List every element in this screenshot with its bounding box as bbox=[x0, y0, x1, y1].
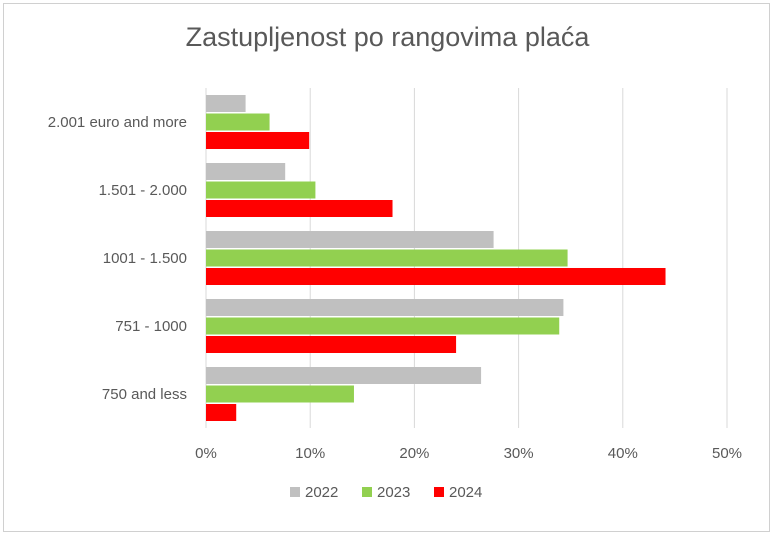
bar-2023 bbox=[206, 181, 316, 199]
tick-label: 30% bbox=[504, 445, 534, 462]
chart-frame bbox=[3, 3, 770, 532]
bar-2024 bbox=[206, 336, 457, 353]
legend-swatch bbox=[362, 487, 372, 497]
legend-label: 2022 bbox=[305, 484, 338, 501]
legend-swatch bbox=[434, 487, 444, 497]
bar-2024 bbox=[206, 132, 310, 149]
category-label: 751 - 1000 bbox=[115, 318, 187, 335]
tick-label: 0% bbox=[195, 445, 217, 462]
bar-2023 bbox=[206, 385, 354, 403]
category-label: 1.501 - 2.000 bbox=[99, 182, 187, 199]
bar-2024 bbox=[206, 268, 666, 285]
bar-2023 bbox=[206, 113, 270, 131]
category-label: 1001 - 1.500 bbox=[103, 250, 187, 267]
bar-2023 bbox=[206, 249, 568, 267]
bar-2022 bbox=[206, 163, 286, 180]
legend-label: 2023 bbox=[377, 484, 410, 501]
tick-label: 20% bbox=[399, 445, 429, 462]
tick-label: 10% bbox=[295, 445, 325, 462]
bar-2023 bbox=[206, 317, 560, 335]
bar-2022 bbox=[206, 299, 564, 316]
tick-label: 40% bbox=[608, 445, 638, 462]
bar-2022 bbox=[206, 95, 246, 112]
tick-label: 50% bbox=[712, 445, 742, 462]
category-label: 750 and less bbox=[102, 386, 187, 403]
legend-label: 2024 bbox=[449, 484, 482, 501]
bar-2024 bbox=[206, 404, 237, 421]
category-label: 2.001 euro and more bbox=[48, 114, 187, 131]
chart-title: Zastupljenost po rangovima plaća bbox=[185, 22, 590, 52]
bar-2022 bbox=[206, 367, 482, 384]
bar-2022 bbox=[206, 231, 494, 248]
bar-2024 bbox=[206, 200, 393, 217]
legend-swatch bbox=[290, 487, 300, 497]
